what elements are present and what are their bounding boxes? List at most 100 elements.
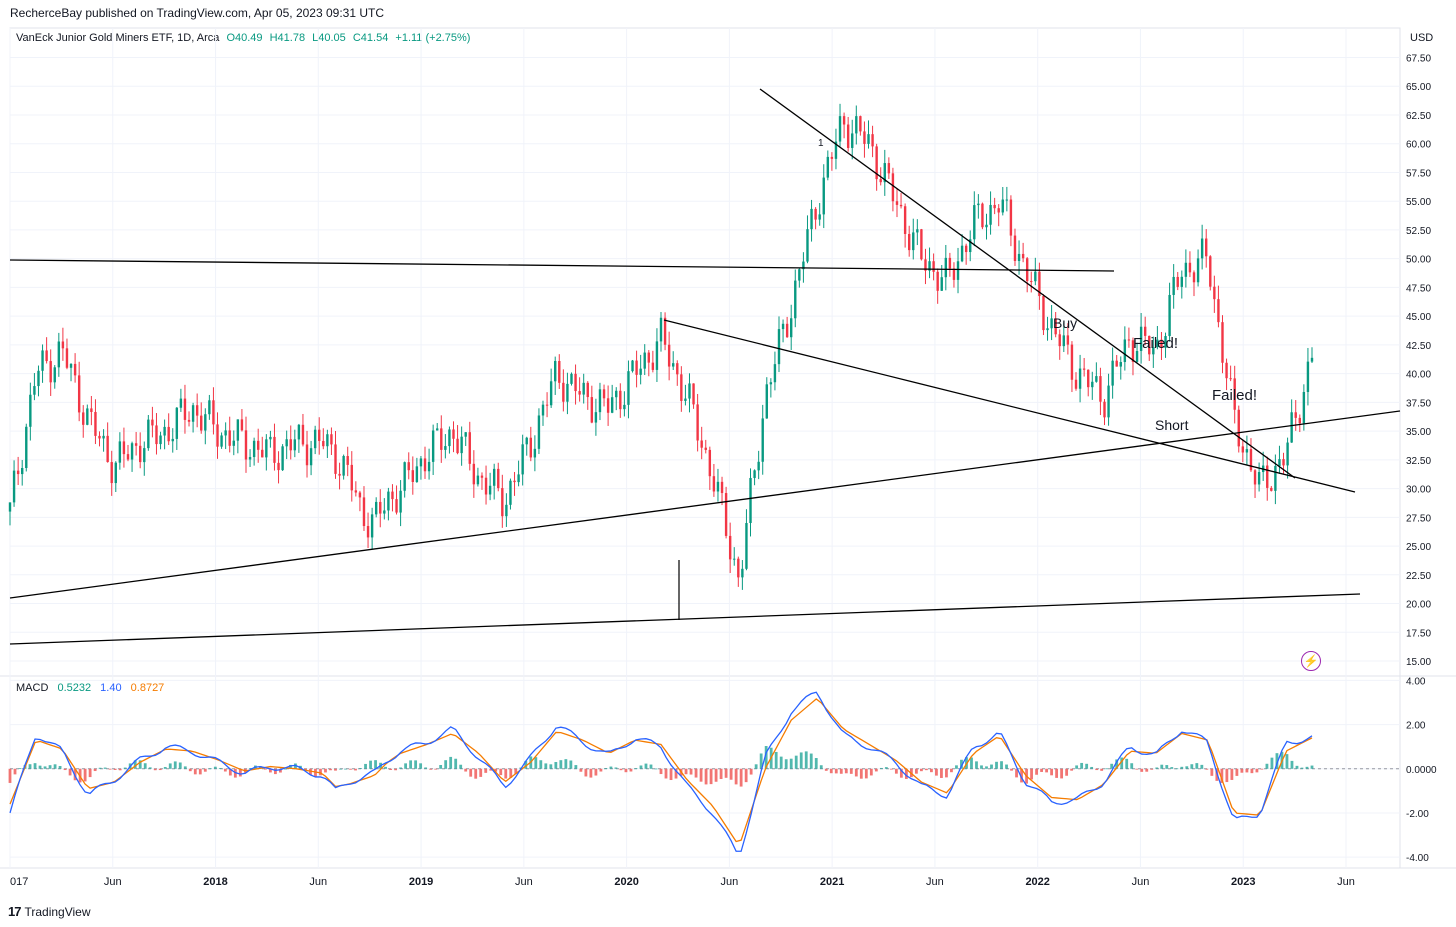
- candle-body: [525, 437, 528, 445]
- candle-body: [1123, 339, 1127, 363]
- macd-histogram-bar: [1035, 768, 1038, 775]
- candle-body: [53, 367, 56, 383]
- macd-histogram-bar: [123, 767, 127, 769]
- candle-body: [228, 430, 231, 446]
- macd-histogram-bar: [664, 768, 668, 779]
- candle-body: [627, 371, 630, 405]
- macd-tick-label: -2.00: [1406, 809, 1429, 820]
- candle-body: [753, 470, 756, 478]
- publisher-line: RecherceBay published on TradingView.com…: [10, 6, 385, 20]
- candle-body: [916, 229, 919, 233]
- tradingview-brand[interactable]: 17 TradingView: [8, 904, 91, 919]
- macd-histogram-bar: [374, 760, 377, 769]
- candle-body: [610, 397, 614, 413]
- candle-body: [749, 477, 752, 524]
- candle-body: [122, 441, 126, 455]
- candle-body: [586, 382, 589, 398]
- candle-body: [379, 501, 382, 514]
- macd-histogram-bar: [389, 768, 392, 771]
- macd-histogram-bar: [1010, 768, 1013, 771]
- candle-body: [273, 436, 276, 463]
- candle-body: [1160, 339, 1163, 348]
- candle-body: [118, 441, 122, 463]
- candle-body: [558, 360, 561, 383]
- candle-body: [240, 419, 244, 431]
- candle-body: [1082, 368, 1086, 370]
- macd-histogram-bar: [734, 768, 738, 785]
- candle-body: [200, 415, 203, 431]
- candle-body: [960, 245, 964, 262]
- candle-body: [704, 447, 707, 450]
- candle-body: [867, 134, 870, 144]
- price-tick-label: 40.00: [1406, 370, 1431, 381]
- price-tick-label: 62.50: [1406, 111, 1431, 122]
- macd-histogram-bar: [804, 751, 808, 769]
- candle-body: [883, 163, 886, 183]
- candle-body: [65, 348, 69, 368]
- macd-histogram-bar: [1160, 764, 1164, 769]
- candle-body: [777, 329, 781, 365]
- price-tick-label: 37.50: [1406, 398, 1431, 409]
- candle-body: [216, 424, 219, 447]
- candle-body: [659, 317, 663, 342]
- candle-body: [676, 363, 679, 375]
- macd-histogram-bar: [644, 763, 648, 769]
- candle-body: [692, 383, 695, 405]
- macd-histogram-bar: [228, 768, 232, 776]
- candle-body: [859, 116, 862, 132]
- time-tick-label: 2020: [614, 876, 638, 888]
- price-tick-label: 52.50: [1406, 226, 1431, 237]
- macd-histogram-bar: [1245, 768, 1249, 773]
- macd-histogram-bar: [118, 768, 122, 771]
- candle-body: [427, 461, 431, 472]
- macd-histogram-bar: [1015, 768, 1018, 778]
- macd-histogram-bar: [904, 768, 908, 779]
- candle-body: [33, 386, 36, 395]
- candle-body: [497, 468, 500, 489]
- candle-body: [1115, 360, 1118, 367]
- macd-histogram-bar: [294, 763, 297, 769]
- time-tick-label: 2021: [820, 876, 844, 888]
- macd-histogram-bar: [484, 768, 488, 773]
- candle-body: [761, 418, 764, 462]
- macd-histogram-bar: [634, 768, 638, 770]
- macd-histogram-bar: [539, 760, 543, 769]
- macd-histogram-bar: [33, 763, 37, 769]
- candle-body: [720, 481, 724, 494]
- candle-body: [822, 177, 825, 215]
- macd-histogram-bar: [524, 760, 528, 769]
- price-tick-label: 15.00: [1406, 657, 1431, 668]
- candle-body: [326, 434, 329, 447]
- macd-histogram-bar: [774, 751, 778, 769]
- candle-body: [537, 415, 541, 449]
- macd-histogram-bar: [133, 760, 137, 769]
- candle-body: [635, 360, 638, 375]
- macd-histogram-bar: [914, 768, 918, 774]
- candle-body: [875, 146, 878, 180]
- macd-histogram-bar: [404, 763, 408, 769]
- candle-body: [521, 444, 524, 475]
- candle-body: [940, 277, 943, 291]
- candle-body: [1229, 378, 1232, 380]
- macd-histogram-bar: [779, 756, 783, 769]
- candle-body: [395, 499, 398, 513]
- chart-annotation: Failed!: [1212, 387, 1257, 404]
- candle-body: [842, 116, 846, 125]
- macd-histogram-bar: [980, 765, 983, 769]
- macd-histogram-bar: [163, 766, 167, 769]
- candle-body: [879, 179, 882, 183]
- macd-histogram-bar: [1235, 768, 1239, 776]
- lightning-icon[interactable]: ⚡: [1301, 651, 1321, 671]
- candle-body: [1046, 328, 1049, 331]
- candle-body: [1176, 276, 1179, 287]
- macd-histogram-bar: [1045, 768, 1048, 773]
- candle-body: [49, 361, 52, 383]
- low-value: L40.05: [312, 32, 346, 44]
- candle-body: [834, 141, 838, 159]
- candle-body: [903, 206, 907, 234]
- macd-histogram-bar: [304, 768, 307, 771]
- candle-body: [533, 448, 537, 458]
- high-value: H41.78: [269, 32, 306, 44]
- candle-body: [619, 390, 622, 410]
